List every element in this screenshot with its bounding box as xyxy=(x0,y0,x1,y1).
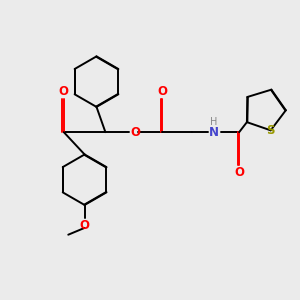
Text: H: H xyxy=(210,117,218,127)
Text: O: O xyxy=(234,166,244,179)
Text: N: N xyxy=(209,126,219,139)
Text: O: O xyxy=(59,85,69,98)
Text: O: O xyxy=(130,126,140,139)
Text: O: O xyxy=(157,85,167,98)
Text: S: S xyxy=(266,124,275,137)
Text: O: O xyxy=(80,219,90,232)
